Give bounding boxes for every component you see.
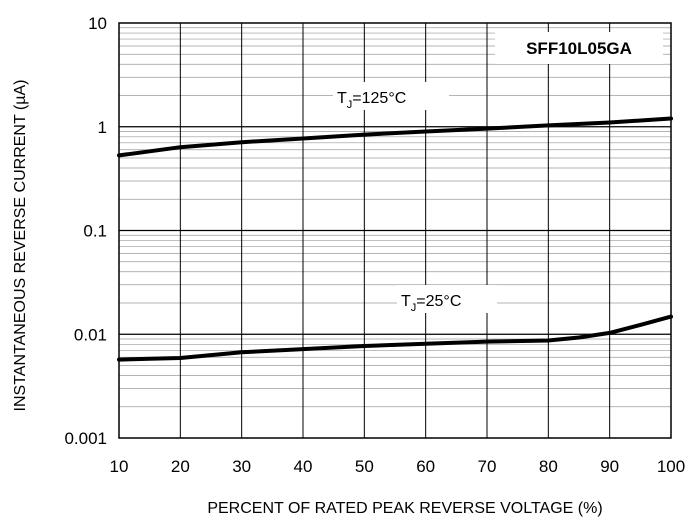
series-layer xyxy=(117,116,673,362)
x-tick-labels: 10 20 30 40 50 60 70 80 90 100 xyxy=(110,457,686,476)
plot-frame xyxy=(118,22,672,439)
x-axis-label: PERCENT OF RATED PEAK REVERSE VOLTAGE (%… xyxy=(207,500,602,517)
y-tick-label: 0.01 xyxy=(74,325,107,344)
y-axis-label: INSTANTANEOUS REVERSE CURRENT (µA) xyxy=(12,80,29,412)
x-tick-label: 40 xyxy=(294,457,313,476)
part-number-box xyxy=(495,32,663,64)
y-tick-label: 0.001 xyxy=(64,429,107,448)
x-tick-label: 60 xyxy=(416,457,435,476)
part-number-label: SFF10L05GA xyxy=(526,39,632,58)
x-tick-label: 90 xyxy=(600,457,619,476)
curve-label-background xyxy=(333,82,449,110)
curve-label-tj-25c: TJ=25°C xyxy=(401,293,461,314)
series-line-tj-125c xyxy=(117,116,673,158)
y-tick-label: 0.1 xyxy=(83,222,107,241)
curve-label-background xyxy=(397,285,497,313)
x-tick-label: 30 xyxy=(232,457,251,476)
x-tick-label: 80 xyxy=(539,457,558,476)
curve-label-tj-125c: TJ=125°C xyxy=(337,90,406,111)
x-tick-label: 20 xyxy=(171,457,190,476)
x-tick-label: 100 xyxy=(657,457,685,476)
x-tick-label: 10 xyxy=(110,457,129,476)
x-tick-label: 70 xyxy=(478,457,497,476)
y-tick-label: 1 xyxy=(98,118,107,137)
x-tick-label: 50 xyxy=(355,457,374,476)
y-tick-labels: 0.001 0.01 0.1 1 10 xyxy=(64,14,107,448)
y-tick-label: 10 xyxy=(88,14,107,33)
series-line-tj-25c xyxy=(117,314,673,362)
curve-labels: TJ=125°C TJ=25°C xyxy=(333,82,497,314)
major-grid xyxy=(119,23,671,438)
